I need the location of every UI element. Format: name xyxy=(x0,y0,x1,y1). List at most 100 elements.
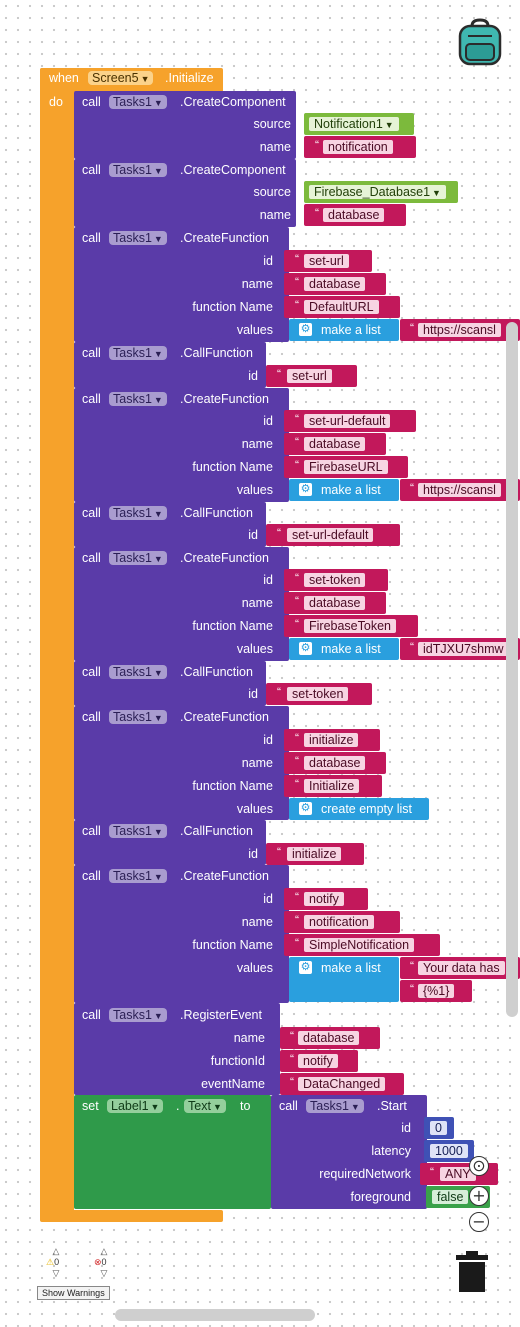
method-name: .CreateFunction xyxy=(180,710,269,724)
gear-icon[interactable]: ⚙ xyxy=(299,483,312,496)
make-list-block[interactable] xyxy=(289,638,399,660)
recenter-icon[interactable]: ⊙ xyxy=(469,1156,489,1176)
param-label: source xyxy=(253,185,291,199)
text-value[interactable]: set-token xyxy=(304,573,366,587)
vertical-scrollbar[interactable] xyxy=(506,322,518,1017)
component-dropdown[interactable]: Tasks1 ▼ xyxy=(109,710,167,724)
component-name: Tasks1 xyxy=(113,551,152,565)
call-label: call xyxy=(82,506,101,520)
register-event-block[interactable] xyxy=(74,1003,280,1095)
component-dropdown[interactable]: Tasks1 ▼ xyxy=(109,1008,167,1022)
text-value[interactable]: database xyxy=(304,756,366,770)
boolean-value[interactable]: false xyxy=(432,1190,469,1204)
text-value[interactable]: Your data has xyxy=(418,961,505,975)
create-function-block[interactable] xyxy=(74,706,289,820)
component-dropdown[interactable]: Tasks1 ▼ xyxy=(109,346,167,360)
text-value[interactable]: set-url-default xyxy=(287,528,374,542)
call-function-block[interactable] xyxy=(74,820,266,865)
gear-icon[interactable]: ⚙ xyxy=(299,642,312,655)
text-value[interactable]: notify xyxy=(298,1054,338,1068)
text-value[interactable]: FirebaseToken xyxy=(304,619,396,633)
text-value[interactable]: {%1} xyxy=(418,984,455,998)
text-value[interactable]: database xyxy=(298,1031,360,1045)
create-function-block[interactable] xyxy=(74,865,289,1003)
number-value[interactable]: 1000 xyxy=(430,1144,468,1158)
component-dropdown[interactable]: Tasks1 ▼ xyxy=(109,869,167,883)
create-function-block[interactable] xyxy=(74,547,289,661)
text-value[interactable]: set-url xyxy=(287,369,332,383)
trash-icon[interactable] xyxy=(454,1250,490,1294)
component-value[interactable]: Notification1 ▼ xyxy=(309,117,399,131)
method-name: .CreateComponent xyxy=(180,95,286,109)
label-component-dropdown[interactable]: Label1 ▼ xyxy=(107,1099,164,1113)
text-value[interactable]: notification xyxy=(304,915,374,929)
warning-indicator[interactable]: △ ⚠0 ▽ xyxy=(46,1246,66,1279)
gear-icon[interactable]: ⚙ xyxy=(299,961,312,974)
text-value[interactable]: initialize xyxy=(287,847,342,861)
create-empty-list-block[interactable] xyxy=(289,798,429,820)
text-value[interactable]: DefaultURL xyxy=(304,300,379,314)
param-label: values xyxy=(236,802,273,816)
text-value[interactable]: idTJXU7shmw xyxy=(418,642,509,656)
text-value[interactable]: ANY xyxy=(440,1167,476,1181)
text-value[interactable]: set-token xyxy=(287,687,349,701)
text-value[interactable]: Initialize xyxy=(304,779,360,793)
number-value[interactable]: 0 xyxy=(430,1121,447,1135)
screen-dropdown[interactable]: Screen5 ▼ xyxy=(88,71,154,85)
quote-icon: “ xyxy=(410,640,414,654)
call-function-block[interactable] xyxy=(74,502,266,547)
text-value[interactable]: database xyxy=(304,437,366,451)
start-call-block[interactable] xyxy=(271,1095,427,1209)
text-value[interactable]: database xyxy=(304,277,366,291)
text-value[interactable]: notify xyxy=(304,892,344,906)
call-function-block[interactable] xyxy=(74,661,266,706)
quote-icon: “ xyxy=(295,936,299,950)
gear-icon[interactable]: ⚙ xyxy=(299,802,312,815)
text-value[interactable]: SimpleNotification xyxy=(304,938,415,952)
component-dropdown[interactable]: Tasks1 ▼ xyxy=(109,392,167,406)
text-value[interactable]: database xyxy=(323,208,385,222)
call-function-block[interactable] xyxy=(74,342,266,388)
text-value[interactable]: https://scansl xyxy=(418,323,501,337)
dropdown-caret-icon: ▼ xyxy=(153,509,163,519)
error-indicator[interactable]: △ ⊗0 ▽ xyxy=(94,1246,114,1279)
component-dropdown[interactable]: Tasks1 ▼ xyxy=(109,665,167,679)
text-value[interactable]: https://scansl xyxy=(418,483,501,497)
property-dropdown[interactable]: Text ▼ xyxy=(184,1099,226,1113)
create-function-block[interactable] xyxy=(74,388,289,502)
param-label: id xyxy=(401,1121,411,1135)
text-value[interactable]: database xyxy=(304,596,366,610)
text-value[interactable]: notification xyxy=(323,140,393,154)
component-value[interactable]: Firebase_Database1 ▼ xyxy=(309,185,446,199)
text-value[interactable]: initialize xyxy=(304,733,359,747)
text-value[interactable]: set-url-default xyxy=(304,414,391,428)
horizontal-scrollbar[interactable] xyxy=(115,1309,315,1321)
create-function-block[interactable] xyxy=(74,227,289,342)
component-dropdown[interactable]: Tasks1 ▼ xyxy=(306,1099,364,1113)
gear-icon[interactable]: ⚙ xyxy=(299,323,312,336)
component-name: Tasks1 xyxy=(113,869,152,883)
component-dropdown[interactable]: Tasks1 ▼ xyxy=(109,163,167,177)
component-dropdown[interactable]: Tasks1 ▼ xyxy=(109,95,167,109)
component-dropdown[interactable]: Tasks1 ▼ xyxy=(109,551,167,565)
zoom-out-icon[interactable]: − xyxy=(469,1212,489,1232)
param-label: function Name xyxy=(192,300,273,314)
component-dropdown[interactable]: Tasks1 ▼ xyxy=(109,824,167,838)
text-value[interactable]: DataChanged xyxy=(298,1077,386,1091)
text-value[interactable]: set-url xyxy=(304,254,349,268)
backpack-icon[interactable] xyxy=(454,16,506,68)
quote-icon: “ xyxy=(277,526,281,540)
component-dropdown[interactable]: Tasks1 ▼ xyxy=(109,506,167,520)
make-list-block[interactable] xyxy=(289,319,399,341)
method-name: .CreateComponent xyxy=(180,163,286,177)
set-label-text-block[interactable] xyxy=(74,1095,271,1209)
show-warnings-button[interactable]: Show Warnings xyxy=(37,1286,110,1300)
quote-icon: “ xyxy=(277,367,281,381)
text-value[interactable]: FirebaseURL xyxy=(304,460,388,474)
method-name: .RegisterEvent xyxy=(180,1008,262,1022)
param-label: function Name xyxy=(192,938,273,952)
make-list-block[interactable] xyxy=(289,479,399,501)
zoom-in-icon[interactable]: + xyxy=(469,1186,489,1206)
component-dropdown[interactable]: Tasks1 ▼ xyxy=(109,231,167,245)
